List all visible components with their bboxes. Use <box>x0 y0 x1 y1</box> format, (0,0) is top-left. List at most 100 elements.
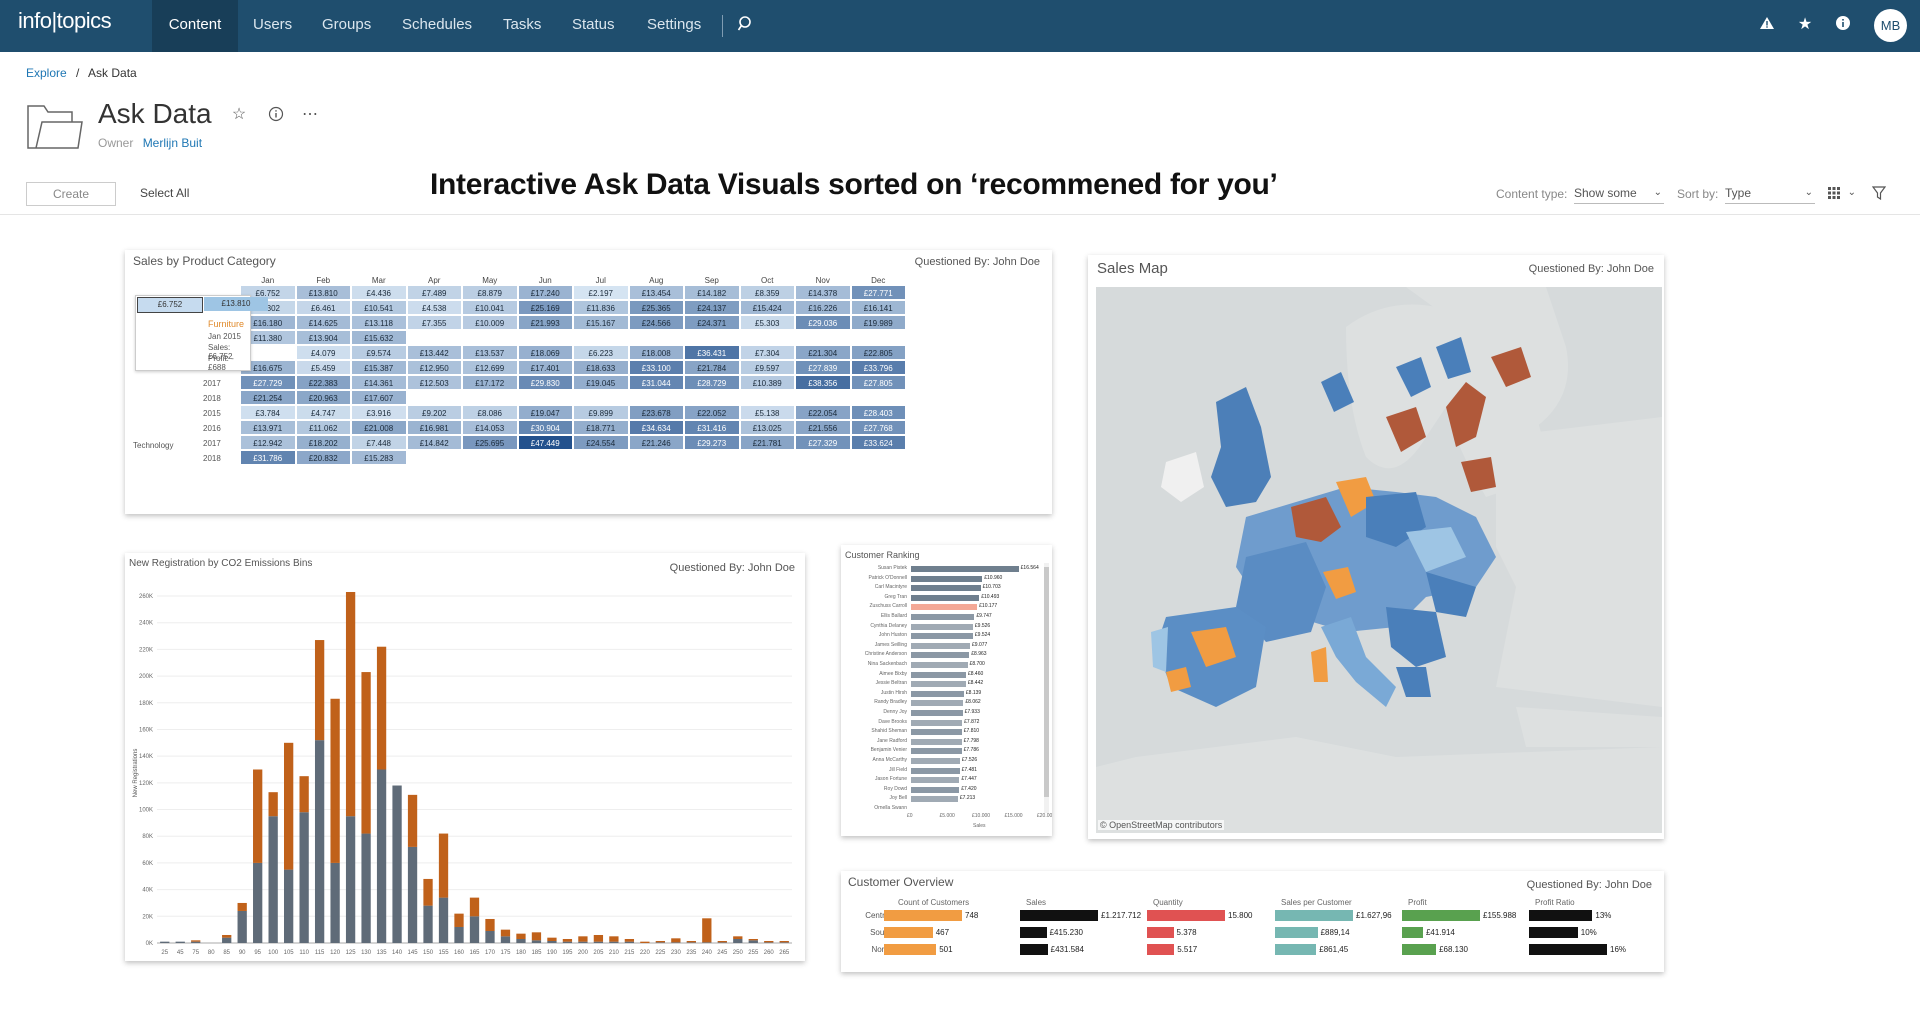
heat-cell[interactable]: £22.052 <box>684 405 740 420</box>
user-avatar[interactable]: MB <box>1874 9 1907 42</box>
ranking-bar[interactable] <box>911 662 968 668</box>
heat-cell[interactable]: £5.459 <box>295 360 351 375</box>
heat-cell[interactable]: £16.981 <box>406 420 462 435</box>
breadcrumb-explore[interactable]: Explore <box>26 66 67 80</box>
ranking-bar[interactable] <box>911 604 978 611</box>
heat-cell[interactable]: £8.879 <box>462 285 518 300</box>
heat-cell[interactable]: £31.786 <box>240 450 296 465</box>
heat-cell[interactable]: £5.303 <box>739 315 795 330</box>
ranking-bar[interactable] <box>911 758 960 764</box>
heat-cell[interactable]: £23.678 <box>628 405 684 420</box>
overview-bar[interactable] <box>1020 910 1098 921</box>
more-actions-icon[interactable]: ⋯ <box>302 106 318 123</box>
heat-cell[interactable]: £25.365 <box>628 300 684 315</box>
heat-cell[interactable]: £31.416 <box>684 420 740 435</box>
customer-ranking-card[interactable]: Customer Ranking Susan Pistek £16.564 Patr… <box>841 545 1052 836</box>
overview-bar[interactable] <box>1402 927 1423 938</box>
overview-bar[interactable] <box>1020 944 1048 955</box>
ranking-bar[interactable] <box>911 710 963 716</box>
favorite-star-icon[interactable]: ☆ <box>231 106 247 123</box>
nav-groups[interactable]: Groups <box>322 16 372 33</box>
heat-cell[interactable]: £13.442 <box>406 345 462 360</box>
heat-cell[interactable]: £8.359 <box>739 285 795 300</box>
heat-cell[interactable]: £14.842 <box>406 435 462 450</box>
ranking-bar[interactable] <box>911 575 983 582</box>
select-all-button[interactable]: Select All <box>140 186 190 200</box>
heat-cell[interactable]: £17.401 <box>517 360 573 375</box>
heat-cell[interactable]: £4.436 <box>351 285 407 300</box>
heat-cell[interactable]: £21.781 <box>739 435 795 450</box>
overview-bar[interactable] <box>1275 944 1317 955</box>
heat-cell[interactable]: £17.607 <box>351 390 407 405</box>
heat-cell[interactable]: £21.246 <box>628 435 684 450</box>
registration-bar-chart[interactable]: New Registrations 0K 20K 40K 60K 80K 100K 120K… <box>125 553 805 961</box>
heat-cell[interactable]: £27.329 <box>795 435 851 450</box>
heat-cell[interactable]: £20.832 <box>295 450 351 465</box>
heat-cell[interactable]: £27.771 <box>850 285 906 300</box>
filter-icon[interactable] <box>1871 186 1887 205</box>
heat-cell[interactable]: £12.503 <box>406 375 462 390</box>
registration-card[interactable]: New Registration by CO2 Emissions Bins Q… <box>125 553 805 961</box>
nav-users[interactable]: Users <box>253 16 293 33</box>
heat-cell[interactable]: £17.172 <box>462 375 518 390</box>
heat-cell[interactable]: £18.633 <box>573 360 629 375</box>
heat-cell[interactable]: £24.554 <box>573 435 629 450</box>
heat-cell[interactable]: £18.008 <box>628 345 684 360</box>
heat-cell[interactable]: £11.062 <box>295 420 351 435</box>
heat-cell[interactable]: £33.624 <box>850 435 906 450</box>
info-icon[interactable] <box>267 106 285 124</box>
ranking-bar[interactable] <box>911 700 964 707</box>
ranking-bar[interactable] <box>911 642 970 649</box>
heat-cell[interactable]: £13.810 <box>295 285 351 300</box>
heat-cell[interactable]: £18.202 <box>295 435 351 450</box>
heat-cell[interactable]: £8.086 <box>462 405 518 420</box>
nav-status[interactable]: Status <box>572 16 615 33</box>
heat-cell[interactable]: £33.100 <box>628 360 684 375</box>
overview-bar[interactable] <box>1275 910 1353 921</box>
overview-bar[interactable] <box>1402 910 1480 921</box>
heat-cell[interactable]: £10.389 <box>739 375 795 390</box>
heat-cell[interactable]: £27.729 <box>240 375 296 390</box>
ranking-bar[interactable] <box>911 671 966 678</box>
overview-bar[interactable] <box>1147 910 1225 921</box>
nav-content[interactable]: Content <box>152 0 238 52</box>
heat-cell[interactable]: £9.899 <box>573 405 629 420</box>
ranking-bar[interactable] <box>911 767 960 774</box>
heat-cell[interactable]: £19.045 <box>573 375 629 390</box>
heat-cell[interactable]: £16.675 <box>240 360 296 375</box>
heat-cell[interactable]: £10.009 <box>462 315 518 330</box>
create-button[interactable]: Create <box>26 182 116 206</box>
ranking-bar[interactable] <box>911 566 1019 572</box>
ranking-bar[interactable] <box>911 738 962 745</box>
heat-cell[interactable]: £3.916 <box>351 405 407 420</box>
heat-cell[interactable]: £18.069 <box>517 345 573 360</box>
customer-overview-card[interactable]: Customer Overview Questioned By: John Do… <box>841 871 1664 972</box>
heat-cell[interactable]: £15.632 <box>351 330 407 345</box>
overview-bar[interactable] <box>1147 944 1175 955</box>
heat-cell[interactable]: £17.240 <box>517 285 573 300</box>
heat-cell[interactable]: £22.054 <box>795 405 851 420</box>
heat-cell[interactable]: £3.784 <box>240 405 296 420</box>
scrollbar-thumb[interactable] <box>1044 567 1049 797</box>
heat-cell[interactable]: £13.537 <box>462 345 518 360</box>
heat-cell[interactable]: £19.989 <box>850 315 906 330</box>
heat-cell[interactable]: £9.597 <box>739 360 795 375</box>
heat-cell[interactable]: £9.202 <box>406 405 462 420</box>
sort-select[interactable]: Type ⌄ <box>1725 181 1815 204</box>
heat-cell[interactable]: £18.771 <box>573 420 629 435</box>
ranking-bar[interactable] <box>911 786 960 793</box>
heat-cell[interactable]: £22.383 <box>295 375 351 390</box>
heat-cell[interactable]: £33.796 <box>850 360 906 375</box>
europe-sales-map[interactable] <box>1096 287 1662 833</box>
alert-icon[interactable] <box>1757 15 1777 35</box>
overview-bar[interactable] <box>884 910 962 921</box>
ranking-bar[interactable] <box>911 614 975 620</box>
heat-cell[interactable]: £10.541 <box>351 300 407 315</box>
heat-cell[interactable]: £11.836 <box>573 300 629 315</box>
overview-bar[interactable] <box>1529 927 1578 938</box>
heat-cell[interactable]: £24.371 <box>684 315 740 330</box>
heat-cell[interactable]: £28.403 <box>850 405 906 420</box>
heat-cell[interactable]: £2.197 <box>573 285 629 300</box>
heat-cell[interactable]: £21.304 <box>795 345 851 360</box>
nav-schedules[interactable]: Schedules <box>402 16 473 33</box>
